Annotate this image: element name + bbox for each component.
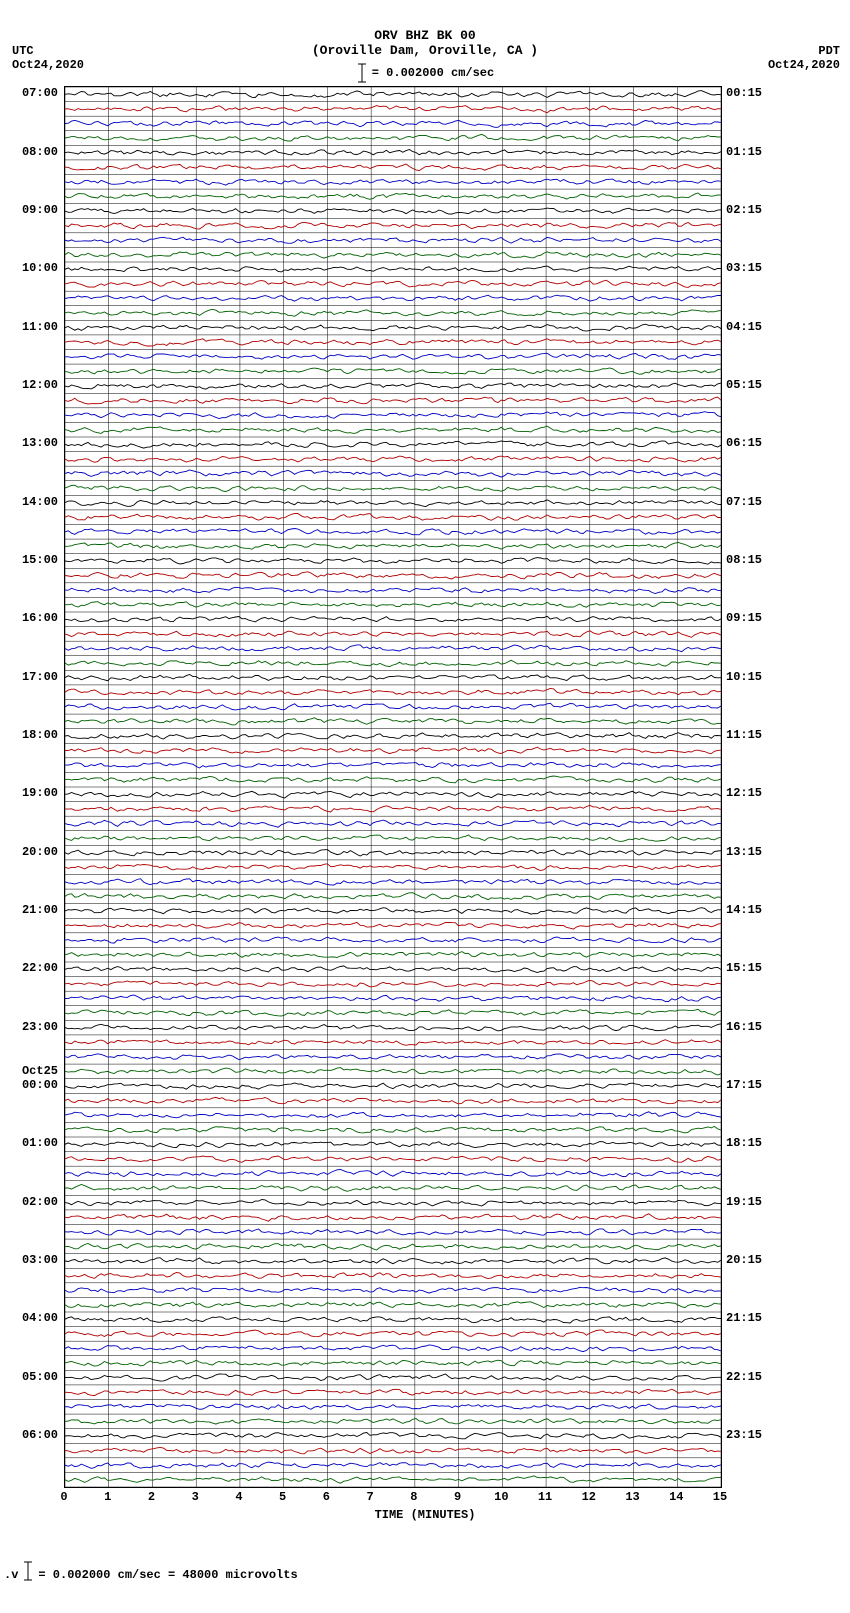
scale-text: = 0.002000 cm/sec	[372, 66, 494, 80]
plot-area	[64, 86, 722, 1488]
left-hour: 03:00	[0, 1253, 58, 1267]
seismogram-svg	[65, 87, 721, 1487]
x-tick: 0	[60, 1490, 67, 1504]
x-tick: 5	[279, 1490, 286, 1504]
tz-right-label: PDT	[818, 44, 840, 58]
right-hour: 23:15	[726, 1428, 762, 1442]
x-tick: 14	[669, 1490, 683, 1504]
left-hour: 09:00	[0, 203, 58, 217]
left-hour: 21:00	[0, 903, 58, 917]
left-hour: 01:00	[0, 1136, 58, 1150]
left-hour: 04:00	[0, 1311, 58, 1325]
right-hour: 05:15	[726, 378, 762, 392]
x-tick: 3	[192, 1490, 199, 1504]
right-hour: 17:15	[726, 1078, 762, 1092]
x-tick: 6	[323, 1490, 330, 1504]
left-hour: 20:00	[0, 845, 58, 859]
right-hour: 04:15	[726, 320, 762, 334]
title-location: (Oroville Dam, Oroville, CA )	[0, 43, 850, 58]
left-hour: 18:00	[0, 728, 58, 742]
left-hour: 15:00	[0, 553, 58, 567]
right-hour: 03:15	[726, 261, 762, 275]
left-hour: 19:00	[0, 786, 58, 800]
right-hour: 22:15	[726, 1370, 762, 1384]
x-tick: 4	[235, 1490, 242, 1504]
title-station: ORV BHZ BK 00	[0, 28, 850, 43]
x-tick: 12	[582, 1490, 596, 1504]
right-hour-labels: 00:15 01:15 02:15 03:15 04:15 05:15 06:15 07:15…	[726, 86, 826, 1486]
x-tick: 13	[625, 1490, 639, 1504]
x-tick-labels: 0123456789101112131415	[64, 1490, 720, 1506]
footer-prefix: .v	[4, 1568, 18, 1582]
right-hour: 06:15	[726, 436, 762, 450]
left-hour: 23:00	[0, 1020, 58, 1034]
footer-text: = 0.002000 cm/sec = 48000 microvolts	[38, 1568, 297, 1582]
left-hour: 02:00	[0, 1195, 58, 1209]
left-hour: 07:00	[0, 86, 58, 100]
x-tick: 10	[494, 1490, 508, 1504]
date-change-label: Oct25	[0, 1064, 58, 1078]
left-hour: 16:00	[0, 611, 58, 625]
left-hour: 11:00	[0, 320, 58, 334]
header: ORV BHZ BK 00 (Oroville Dam, Oroville, C…	[0, 28, 850, 58]
tz-left-label: UTC	[12, 44, 34, 58]
left-hour-labels: 07:00 08:00 09:00 10:00 11:00 12:00 13:00 14:00…	[0, 86, 62, 1486]
right-hour: 00:15	[726, 86, 762, 100]
right-hour: 18:15	[726, 1136, 762, 1150]
right-hour: 21:15	[726, 1311, 762, 1325]
footer-scale: .v = 0.002000 cm/sec = 48000 microvolts	[4, 1560, 298, 1582]
right-hour: 14:15	[726, 903, 762, 917]
left-hour: 00:00	[0, 1078, 58, 1092]
seismogram-container: ORV BHZ BK 00 (Oroville Dam, Oroville, C…	[0, 0, 850, 1613]
scale-label: = 0.002000 cm/sec	[0, 62, 850, 84]
right-hour: 20:15	[726, 1253, 762, 1267]
right-hour: 01:15	[726, 145, 762, 159]
left-hour: 05:00	[0, 1370, 58, 1384]
footer-scale-bar-icon	[22, 1560, 34, 1582]
left-hour: 06:00	[0, 1428, 58, 1442]
x-tick: 15	[713, 1490, 727, 1504]
right-hour: 11:15	[726, 728, 762, 742]
x-tick: 7	[367, 1490, 374, 1504]
x-tick: 9	[454, 1490, 461, 1504]
x-tick: 1	[104, 1490, 111, 1504]
left-hour: 17:00	[0, 670, 58, 684]
right-hour: 09:15	[726, 611, 762, 625]
x-tick: 11	[538, 1490, 552, 1504]
x-tick: 2	[148, 1490, 155, 1504]
left-hour: 14:00	[0, 495, 58, 509]
right-hour: 02:15	[726, 203, 762, 217]
left-hour: 13:00	[0, 436, 58, 450]
left-hour: 08:00	[0, 145, 58, 159]
x-axis-label: TIME (MINUTES)	[0, 1508, 850, 1522]
right-hour: 19:15	[726, 1195, 762, 1209]
x-tick: 8	[410, 1490, 417, 1504]
right-hour: 10:15	[726, 670, 762, 684]
right-hour: 08:15	[726, 553, 762, 567]
right-hour: 12:15	[726, 786, 762, 800]
right-hour: 13:15	[726, 845, 762, 859]
right-hour: 16:15	[726, 1020, 762, 1034]
left-hour: 10:00	[0, 261, 58, 275]
scale-bar-icon	[356, 62, 368, 84]
right-hour: 07:15	[726, 495, 762, 509]
left-hour: 22:00	[0, 961, 58, 975]
left-hour: 12:00	[0, 378, 58, 392]
right-hour: 15:15	[726, 961, 762, 975]
